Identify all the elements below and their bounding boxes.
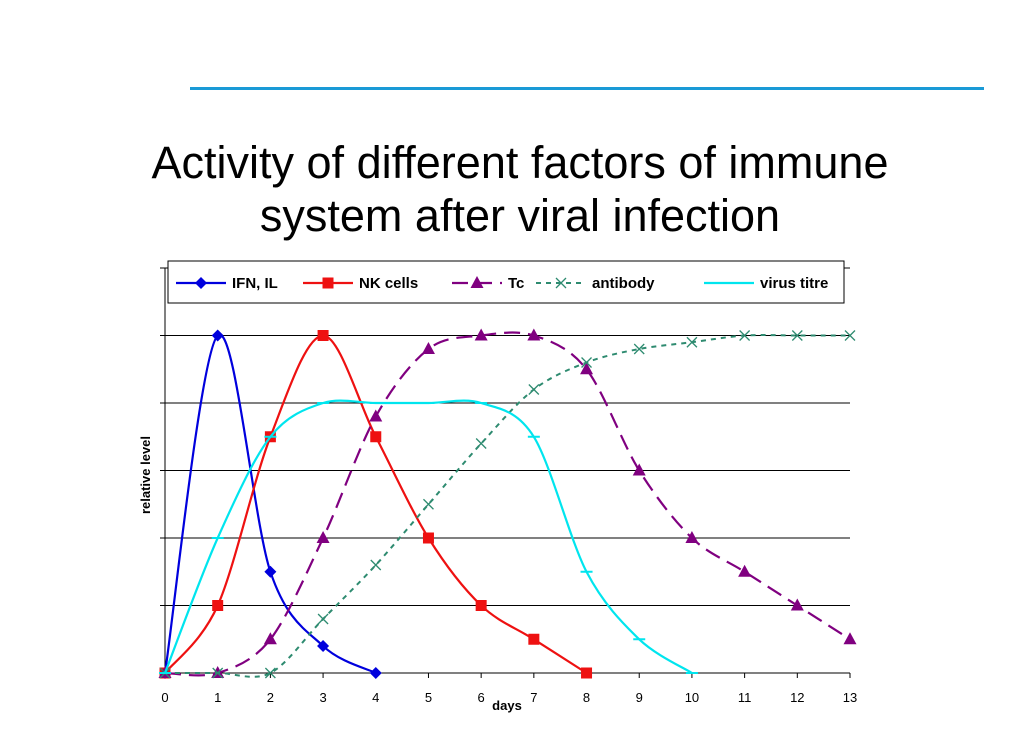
legend-label: antibody [592, 275, 655, 292]
data-point [475, 438, 487, 449]
x-tick-label: 2 [267, 690, 274, 705]
legend-item: Tc [452, 275, 524, 292]
series-virus-titre [159, 399, 698, 674]
data-point [633, 343, 645, 355]
data-point [316, 531, 330, 543]
legend-marker [555, 277, 567, 289]
x-tick-label: 13 [843, 690, 857, 705]
legend: IFN, IL NK cells Tc antibody virus titre [167, 260, 845, 304]
data-point [369, 409, 383, 422]
data-point [580, 362, 594, 375]
x-axis-title: days [492, 698, 522, 713]
slide-title: Activity of different factors of immune … [60, 136, 980, 242]
slide-title-line-2: system after viral infection [259, 190, 781, 241]
series-line [164, 334, 588, 674]
data-point [264, 667, 276, 679]
legend-label: virus titre [760, 275, 828, 292]
data-point [843, 632, 857, 645]
accent-rule [190, 87, 984, 90]
x-tick-label: 8 [583, 690, 590, 705]
y-axis-title: relative level [138, 436, 153, 514]
data-point [421, 342, 435, 354]
x-tick-label: 0 [161, 690, 168, 705]
legend-marker [195, 277, 207, 289]
data-point [212, 667, 224, 679]
data-point [686, 336, 698, 348]
data-point [791, 330, 803, 341]
series-antibody [159, 330, 856, 679]
data-point [528, 633, 540, 645]
x-tick-label: 1 [214, 690, 221, 705]
legend-label: Tc [508, 275, 524, 292]
data-point [528, 384, 540, 395]
x-tick-label: 3 [319, 690, 326, 705]
data-point [527, 328, 541, 341]
legend-label: NK cells [359, 275, 418, 292]
legend-marker [470, 276, 484, 288]
x-tick-label: 4 [372, 690, 379, 705]
x-tick-label: 11 [738, 690, 752, 705]
legend-item: antibody [536, 275, 655, 292]
data-point [844, 330, 856, 341]
x-tick-label: 9 [636, 690, 643, 705]
data-point [370, 559, 382, 571]
x-tick-label: 7 [530, 690, 537, 705]
series-group [158, 328, 857, 679]
data-point [317, 613, 329, 625]
legend-label: IFN, IL [232, 275, 278, 292]
data-point [212, 600, 224, 611]
series-line [165, 334, 850, 678]
legend-item: NK cells [303, 275, 418, 292]
data-point [581, 667, 593, 679]
series-tc [158, 328, 857, 678]
series-line [164, 331, 851, 677]
data-point [423, 498, 434, 510]
data-point [475, 600, 487, 611]
data-point [632, 463, 646, 476]
x-tick-label: 6 [478, 690, 485, 705]
data-point [474, 328, 488, 341]
data-point [369, 667, 382, 679]
x-tick-label: 5 [425, 690, 432, 705]
axes: 0 1 2 3 4 5 6 7 8 9 10 11 12 13 [160, 267, 857, 705]
data-point [370, 431, 382, 443]
x-tick-label: 12 [790, 690, 804, 705]
data-point [317, 640, 330, 652]
data-point [685, 531, 699, 543]
data-point [422, 532, 434, 544]
data-point [211, 329, 224, 342]
data-point [317, 330, 329, 341]
data-point [264, 565, 277, 578]
legend-item: virus titre [704, 275, 828, 292]
data-point [739, 330, 751, 341]
legend-marker [322, 277, 334, 289]
legend-item: IFN, IL [176, 275, 278, 292]
x-tick-label: 10 [685, 690, 699, 705]
slide-title-line-1: Activity of different factors of immune [151, 137, 889, 188]
data-point [581, 357, 592, 368]
data-point [263, 632, 277, 645]
data-point [738, 564, 752, 577]
data-point [790, 598, 804, 611]
